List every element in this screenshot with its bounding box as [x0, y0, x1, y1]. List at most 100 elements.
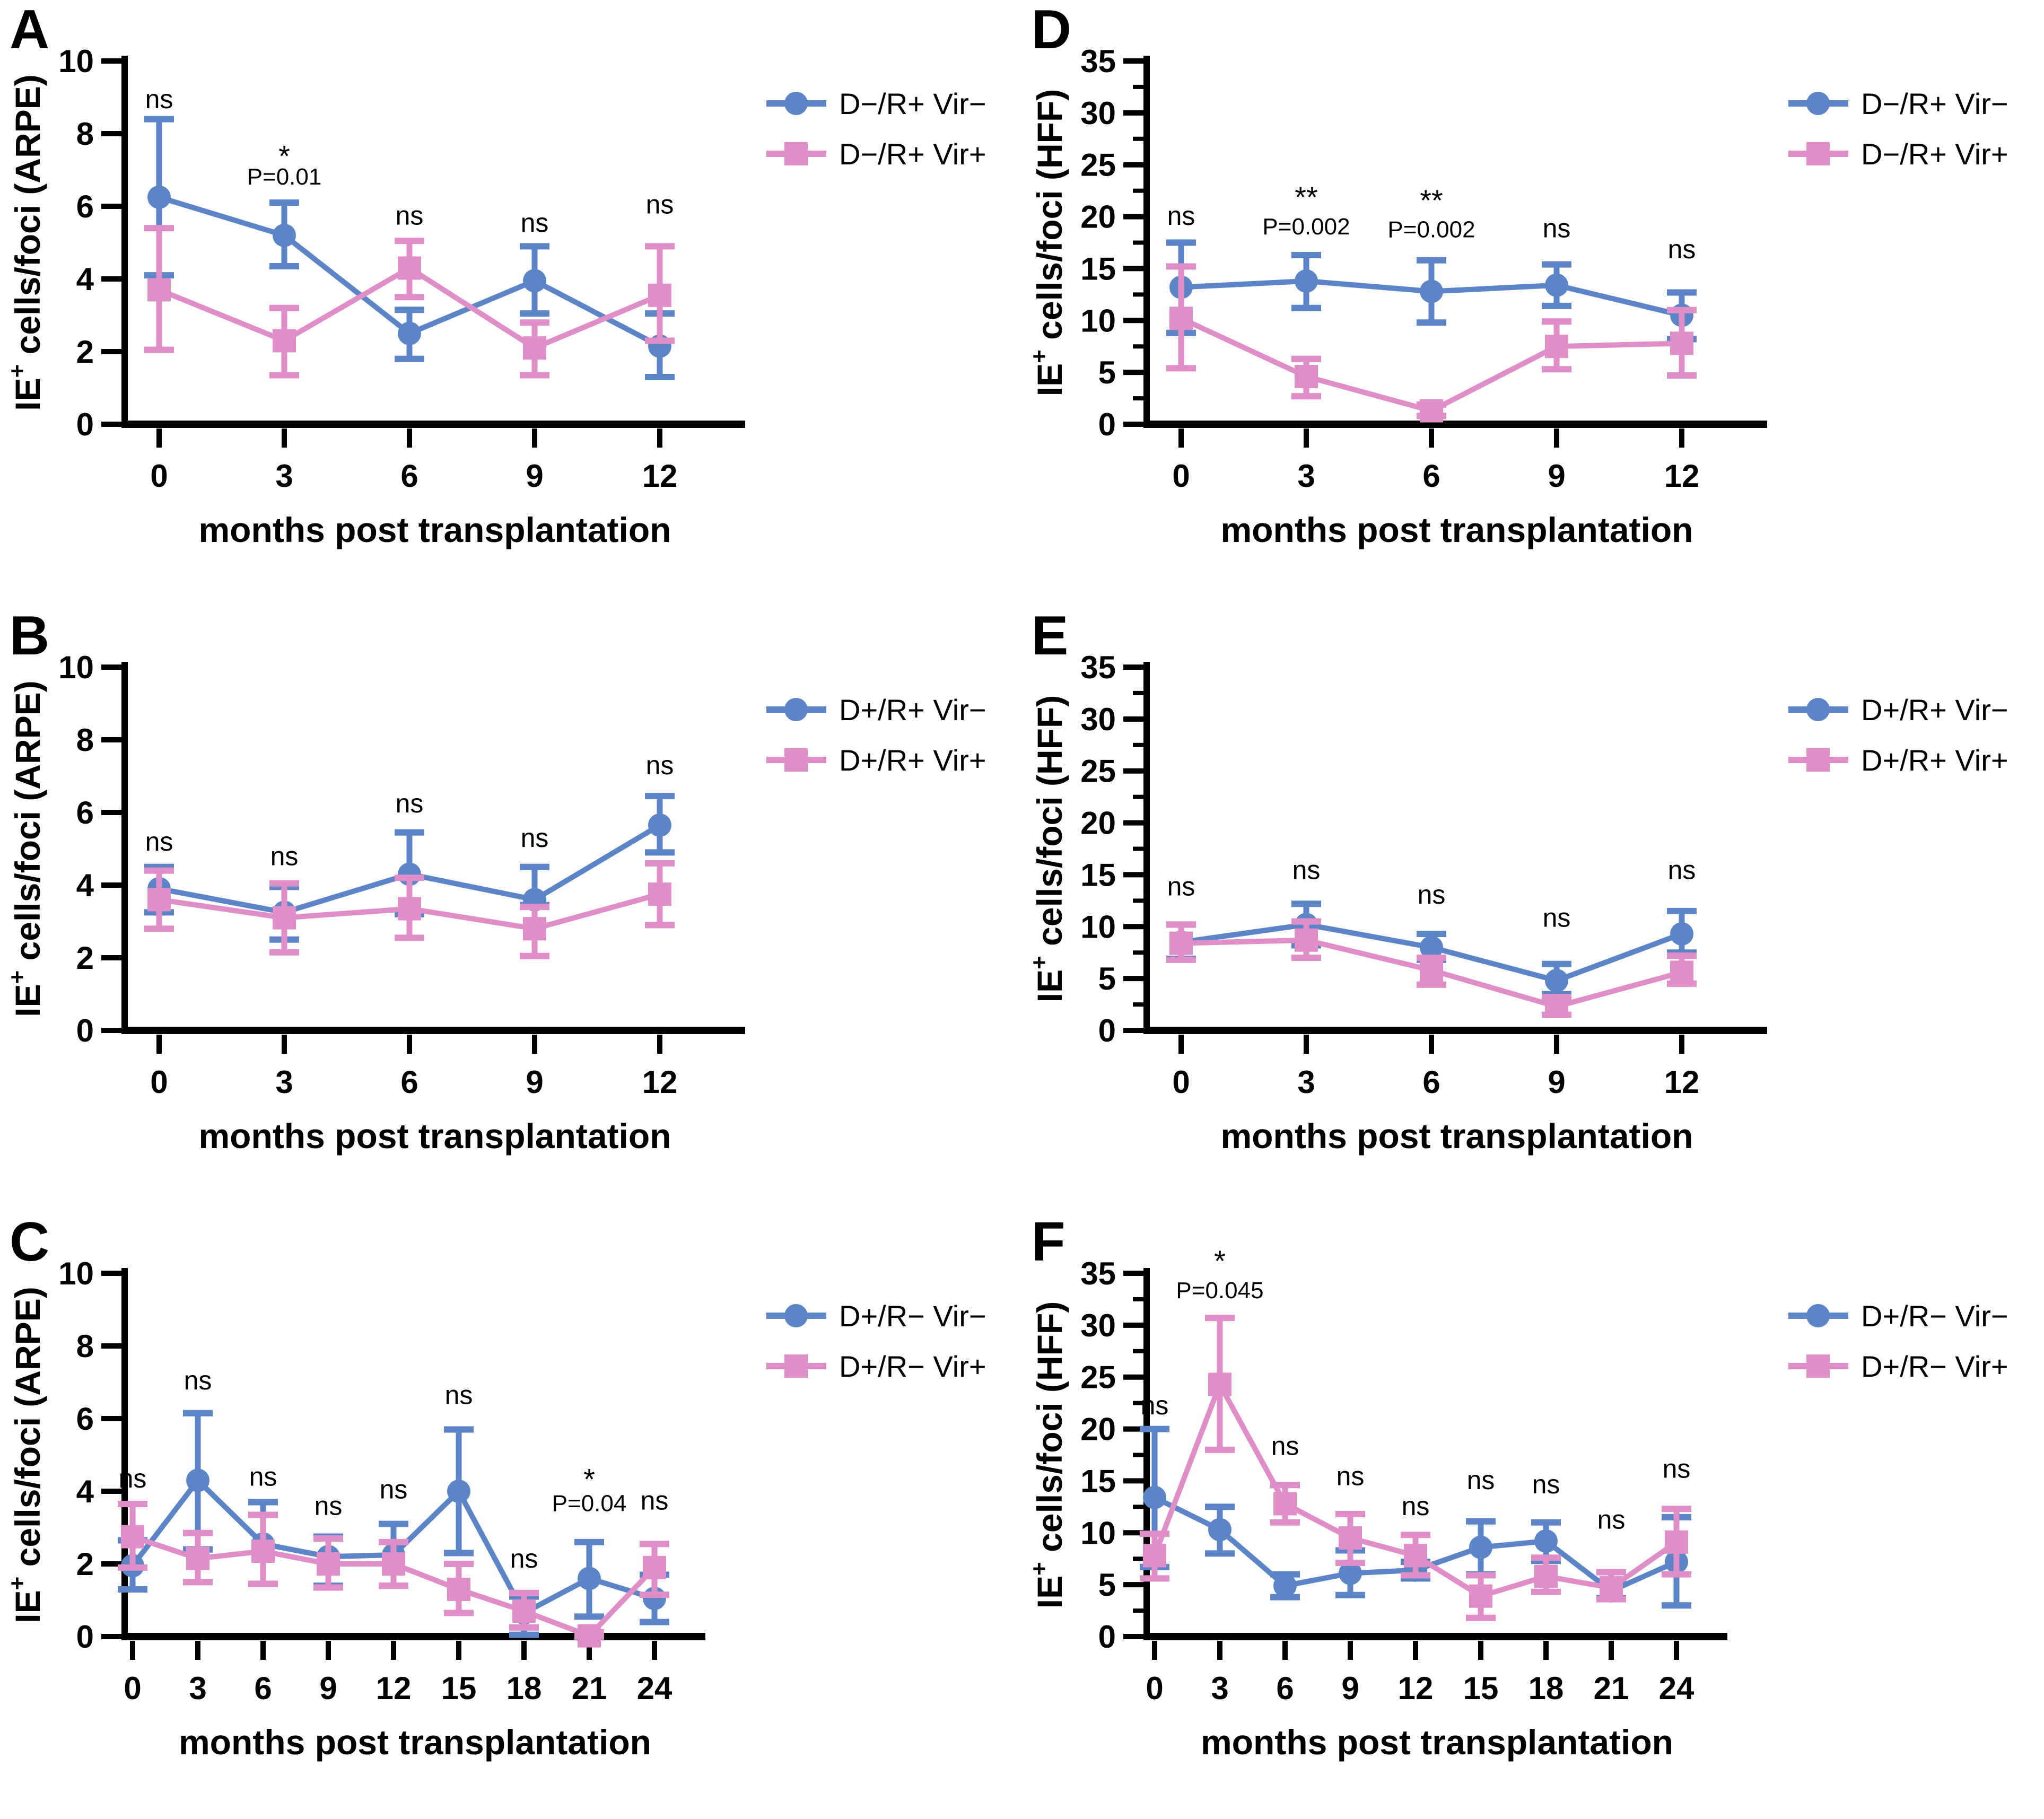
data-point-marker: [251, 1540, 275, 1563]
data-point-marker: [1339, 1526, 1362, 1550]
data-point-marker: [1169, 307, 1193, 330]
y-tick-label: 20: [1080, 199, 1116, 235]
x-tick-label: 9: [1548, 1064, 1565, 1100]
panel-B: B 0 2 4 6 8 10 0 3 6 9 12 months post transplantati…: [0, 606, 1022, 1212]
data-point-marker: [273, 329, 296, 353]
data-point-marker: [1545, 969, 1568, 993]
significance-annotation: ns: [1292, 855, 1321, 885]
panel-label-a: A: [10, 0, 50, 60]
data-point-marker: [273, 906, 296, 930]
data-point-marker: [648, 283, 671, 307]
y-tick-label: 35: [1080, 43, 1116, 79]
y-tick-label: 8: [76, 116, 94, 152]
x-tick-label: 15: [441, 1671, 477, 1706]
x-tick-label: 6: [1422, 1064, 1440, 1100]
x-tick-label: 3: [189, 1671, 206, 1706]
y-axis-title: IE+ cells/foci (HFF): [1026, 695, 1069, 1002]
x-tick-label: 21: [572, 1671, 607, 1706]
x-axis-ticks: 0 3 6 9 12: [150, 428, 677, 494]
series-0: [1166, 239, 1697, 343]
data-point-marker: [147, 888, 171, 912]
y-tick-label: 2: [76, 334, 94, 370]
series-0: [118, 1410, 669, 1638]
y-axis-ticks: 0 5 10 15 20 25 30 35: [1080, 1256, 1143, 1655]
significance-annotation: ns: [1271, 1431, 1299, 1461]
significance-annotation: *: [583, 1463, 595, 1496]
y-tick-label: 6: [76, 189, 94, 224]
y-tick-label: 2: [76, 940, 94, 976]
data-point-marker: [523, 269, 546, 293]
panel-label-f: F: [1032, 1211, 1065, 1273]
data-point-marker: [1208, 1518, 1231, 1542]
y-axis-ticks: 0 5 10 15 20 25 30 35: [1080, 43, 1143, 442]
data-point-marker: [578, 1624, 601, 1648]
x-tick-label: 12: [642, 1064, 678, 1100]
significance-annotation: ns: [1402, 1491, 1430, 1521]
x-axis-ticks: 0 3 6 9 12 15 18 21 24: [1146, 1641, 1694, 1706]
significance-annotation: P=0.002: [1262, 214, 1350, 240]
data-point-marker: [273, 223, 296, 247]
data-point-marker: [1469, 1535, 1492, 1559]
significance-annotation: ns: [1418, 880, 1446, 910]
x-tick-label: 3: [275, 1064, 293, 1100]
legend-marker-square: [1806, 1354, 1830, 1378]
y-axis-title: IE+ cells/foci (HFF): [1026, 89, 1069, 396]
x-tick-label: 6: [400, 458, 418, 494]
panel-E: E 0 5 10 15 20 25 30 35 0 3 6 9 12 months post transp…: [1022, 606, 2044, 1212]
data-point-marker: [1545, 273, 1568, 297]
x-tick-label: 0: [124, 1671, 141, 1706]
significance-annotation: ns: [1337, 1461, 1365, 1491]
y-tick-label: 4: [76, 1474, 94, 1509]
data-point-marker: [512, 1599, 536, 1623]
y-tick-label: 10: [58, 1256, 94, 1291]
x-tick-label: 12: [642, 458, 678, 494]
legend: D−/R+ Vir− D−/R+ Vir+: [766, 87, 986, 171]
x-tick-label: 6: [254, 1671, 272, 1706]
x-axis-title: months post transplantation: [199, 1116, 671, 1156]
data-point-marker: [147, 278, 171, 302]
y-tick-label: 8: [76, 722, 94, 758]
significance-annotation: ns: [1543, 214, 1571, 243]
data-point-marker: [382, 1552, 405, 1576]
data-point-marker: [1143, 1485, 1166, 1509]
y-tick-label: 10: [1080, 303, 1116, 338]
y-tick-label: 20: [1080, 1412, 1116, 1447]
y-tick-label: 20: [1080, 806, 1116, 841]
data-point-marker: [1295, 364, 1318, 388]
legend-label: D+/R+ Vir−: [839, 693, 986, 727]
y-tick-label: 25: [1080, 147, 1116, 183]
panel-label-d: D: [1032, 0, 1072, 60]
y-tick-label: 25: [1080, 1360, 1116, 1395]
data-point-marker: [523, 336, 546, 360]
significance-annotation: *: [1214, 1244, 1226, 1278]
panel-e-chart: 0 5 10 15 20 25 30 35 0 3 6 9 12 months post transpla…: [1026, 650, 2008, 1156]
significance-annotation: ns: [119, 1464, 147, 1493]
significance-annotation: ns: [1167, 872, 1195, 902]
panel-b-chart: 0 2 4 6 8 10 0 3 6 9 12 months post transplantation…: [4, 650, 986, 1156]
legend-marker-circle: [784, 1304, 808, 1327]
panel-f-chart: 0 5 10 15 20 25 30 35 0 3 6 9 12 15 18 21 24 months post …: [1026, 1244, 2008, 1762]
legend-marker-square: [784, 142, 808, 165]
series-line: [1180, 316, 1682, 414]
significance-annotation: **: [1295, 180, 1318, 214]
significance-annotation: ns: [646, 190, 674, 220]
significance-annotation: ns: [184, 1366, 212, 1395]
y-tick-label: 10: [1080, 1515, 1116, 1551]
significance-annotations: ns ns ns ns ns ns ns *P=0.04 ns: [119, 1366, 669, 1573]
legend-marker-square: [1806, 142, 1830, 165]
data-point-marker: [1208, 1372, 1231, 1396]
y-tick-label: 0: [1098, 1619, 1116, 1655]
series-1: [144, 860, 675, 959]
panel-A: A 0 2 4 6 8 10 0 3 6 9 12 months post transplantati…: [0, 0, 1022, 606]
x-tick-label: 24: [637, 1671, 672, 1706]
x-tick-label: 0: [150, 1064, 168, 1100]
y-tick-label: 0: [1098, 407, 1116, 442]
axes: [121, 662, 745, 1034]
data-point-marker: [1295, 269, 1318, 293]
y-axis-ticks: 0 2 4 6 8 10: [58, 43, 121, 442]
legend-label: D−/R+ Vir+: [839, 137, 986, 171]
data-point-marker: [1273, 1574, 1297, 1598]
legend-label: D+/R− Vir+: [839, 1350, 986, 1383]
